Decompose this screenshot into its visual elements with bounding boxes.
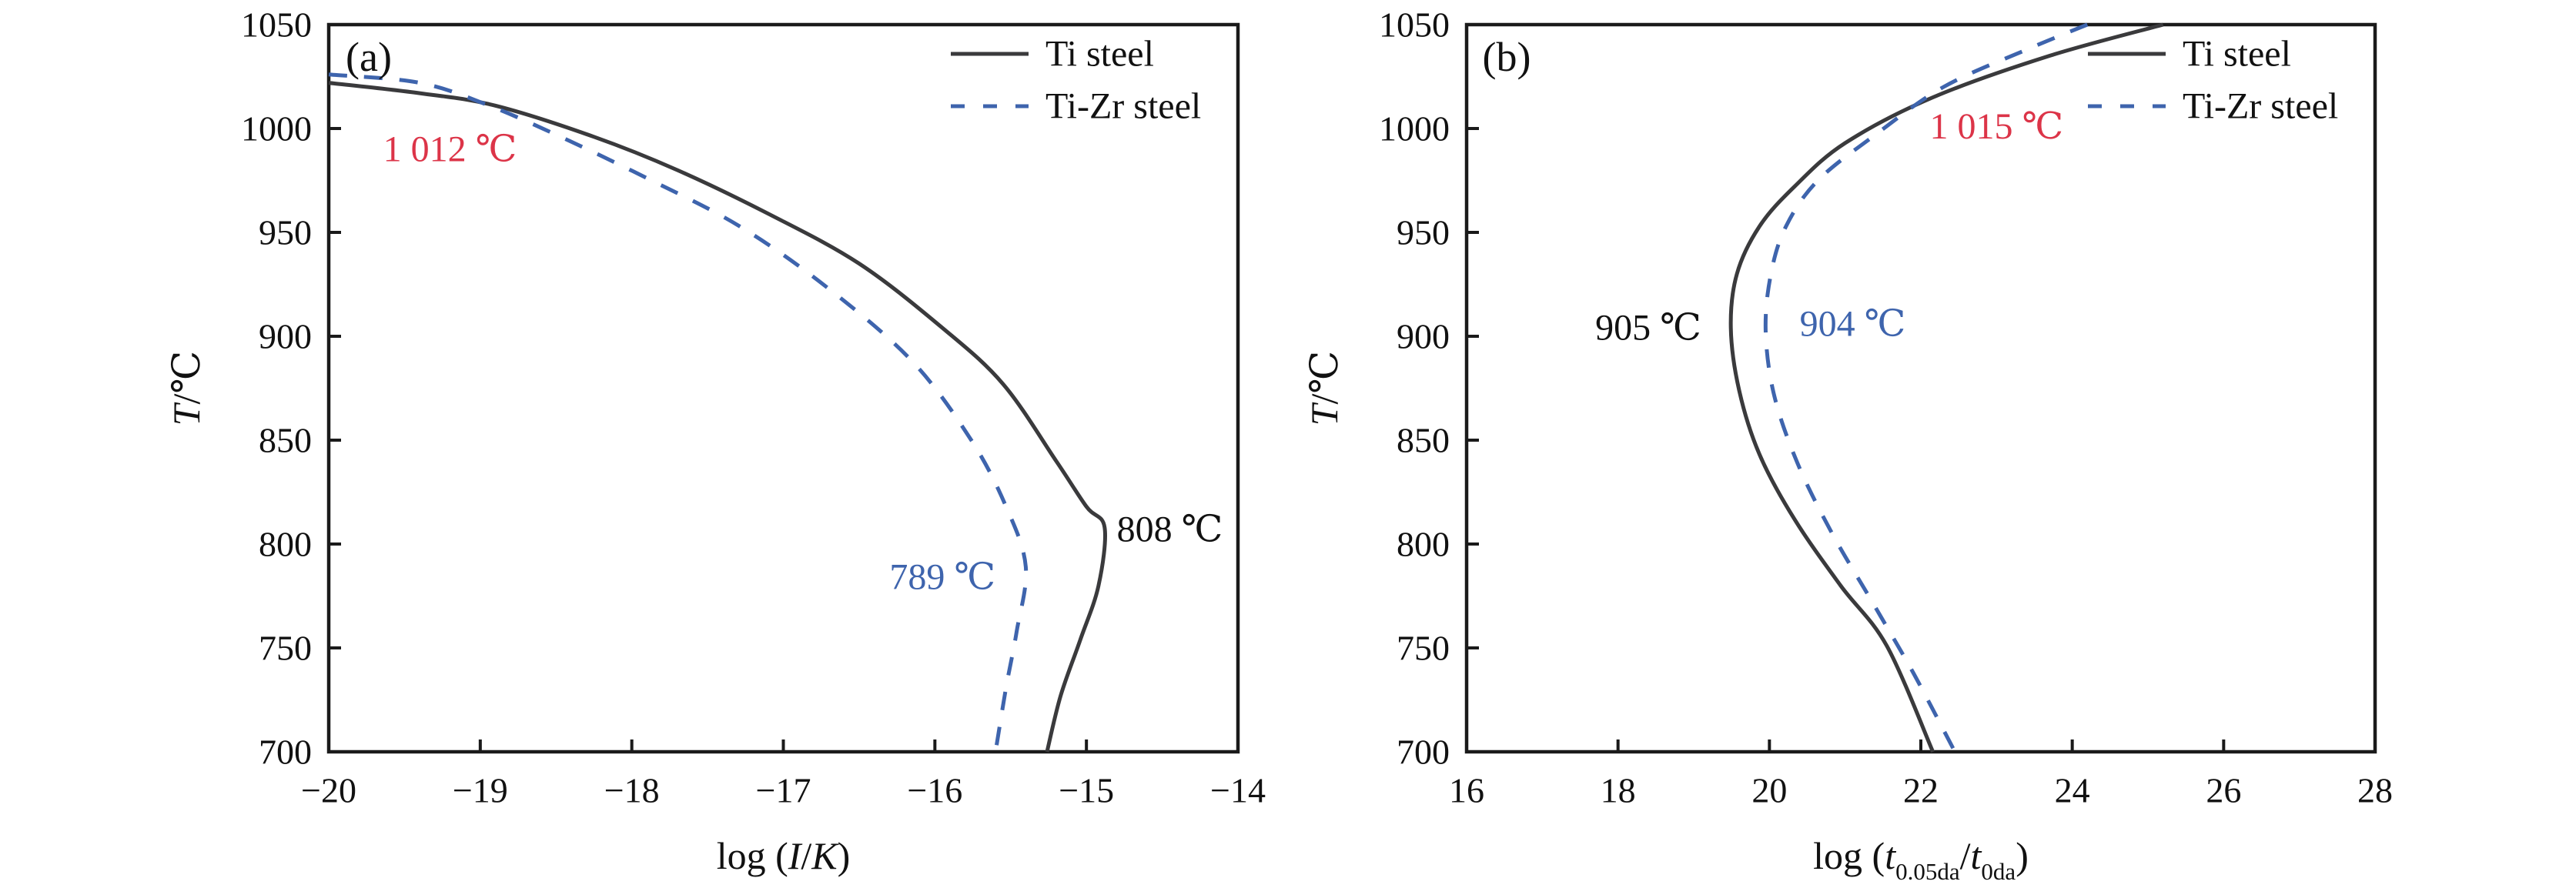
legend-label: Ti steel — [2183, 34, 2291, 75]
x-tick-label: −16 — [907, 771, 962, 810]
annotation-905: 905 ℃ — [1595, 308, 1701, 349]
y-tick-label: 850 — [259, 421, 312, 460]
legend-item-ti-zr-steel: Ti-Zr steel — [2088, 86, 2338, 127]
legend-item-ti-steel: Ti steel — [951, 34, 1154, 75]
y-tick-label: 900 — [259, 317, 312, 356]
y-tick-label: 800 — [259, 525, 312, 564]
x-tick-label: 22 — [1903, 771, 1939, 810]
y-tick-label: 750 — [259, 629, 312, 668]
y-tick-label: 800 — [1397, 525, 1450, 564]
y-tick-label: 1000 — [241, 109, 312, 149]
x-tick-label: −15 — [1059, 771, 1114, 810]
y-tick-label: 1000 — [1379, 109, 1450, 149]
panel-label: (a) — [346, 34, 392, 80]
x-tick-label: 24 — [2055, 771, 2090, 810]
x-tick-label: −20 — [301, 771, 356, 810]
plot-border — [1464, 22, 2377, 754]
y-axis-label: T/℃ — [165, 351, 208, 426]
y-tick-label: 950 — [259, 213, 312, 252]
legend: Ti steel Ti-Zr steel — [951, 34, 1201, 127]
annotation-904: 904 ℃ — [1800, 303, 1906, 344]
legend: Ti steel Ti-Zr steel — [2088, 34, 2338, 127]
y-tick-label: 750 — [1397, 629, 1450, 668]
x-tick-label: −19 — [453, 771, 508, 810]
series-ti-zr-steel-line — [328, 72, 1029, 753]
x-tick-label: −17 — [756, 771, 811, 810]
x-tick-label: 26 — [2206, 771, 2241, 810]
y-axis-label: T/℃ — [1303, 351, 1346, 426]
x-tick-label: 16 — [1449, 771, 1484, 810]
panel-b: 16 18 20 22 24 26 28 1050 1000 950 900 850 800 750 700… — [1303, 5, 2393, 886]
x-tick-label: 28 — [2357, 771, 2393, 810]
panel-a: −20 −19 −18 −17 −16 −15 −14 1050 1000 950 900 850 80… — [165, 5, 1266, 878]
y-tick-label: 700 — [1397, 733, 1450, 772]
x-tick-label: 18 — [1601, 771, 1636, 810]
annotation-1-015: 1 015 ℃ — [1929, 106, 2063, 147]
y-tick-label: 900 — [1397, 317, 1450, 356]
x-tick-label: 20 — [1751, 771, 1787, 810]
annotation-1-012: 1 012 ℃ — [383, 129, 517, 170]
series-ti-steel-line — [1728, 22, 2164, 753]
annotation-808: 808 ℃ — [1117, 509, 1223, 550]
y-tick-label: 1050 — [241, 5, 312, 45]
panel-label: (b) — [1483, 34, 1531, 80]
y-tick-label: 1050 — [1379, 5, 1450, 45]
series-ti-steel-line — [328, 81, 1107, 753]
x-tick-label: −18 — [604, 771, 660, 810]
y-tick-label: 850 — [1397, 421, 1450, 460]
legend-label: Ti-Zr steel — [1045, 86, 1201, 127]
legend-item-ti-steel: Ti steel — [2088, 34, 2291, 75]
x-tick-label: −14 — [1210, 771, 1266, 810]
x-axis-label: log (I/K) — [717, 834, 851, 877]
y-tick-label: 700 — [259, 733, 312, 772]
legend-label: Ti steel — [1045, 34, 1154, 75]
x-axis-label: log (t0.05da/t0da) — [1813, 834, 2029, 885]
axis-ticks — [1467, 127, 2226, 752]
legend-item-ti-zr-steel: Ti-Zr steel — [951, 86, 1201, 127]
y-tick-label: 950 — [1397, 213, 1450, 252]
legend-label: Ti-Zr steel — [2183, 86, 2338, 127]
annotation-789: 789 ℃ — [889, 557, 995, 598]
axis-ticks — [329, 127, 1089, 752]
